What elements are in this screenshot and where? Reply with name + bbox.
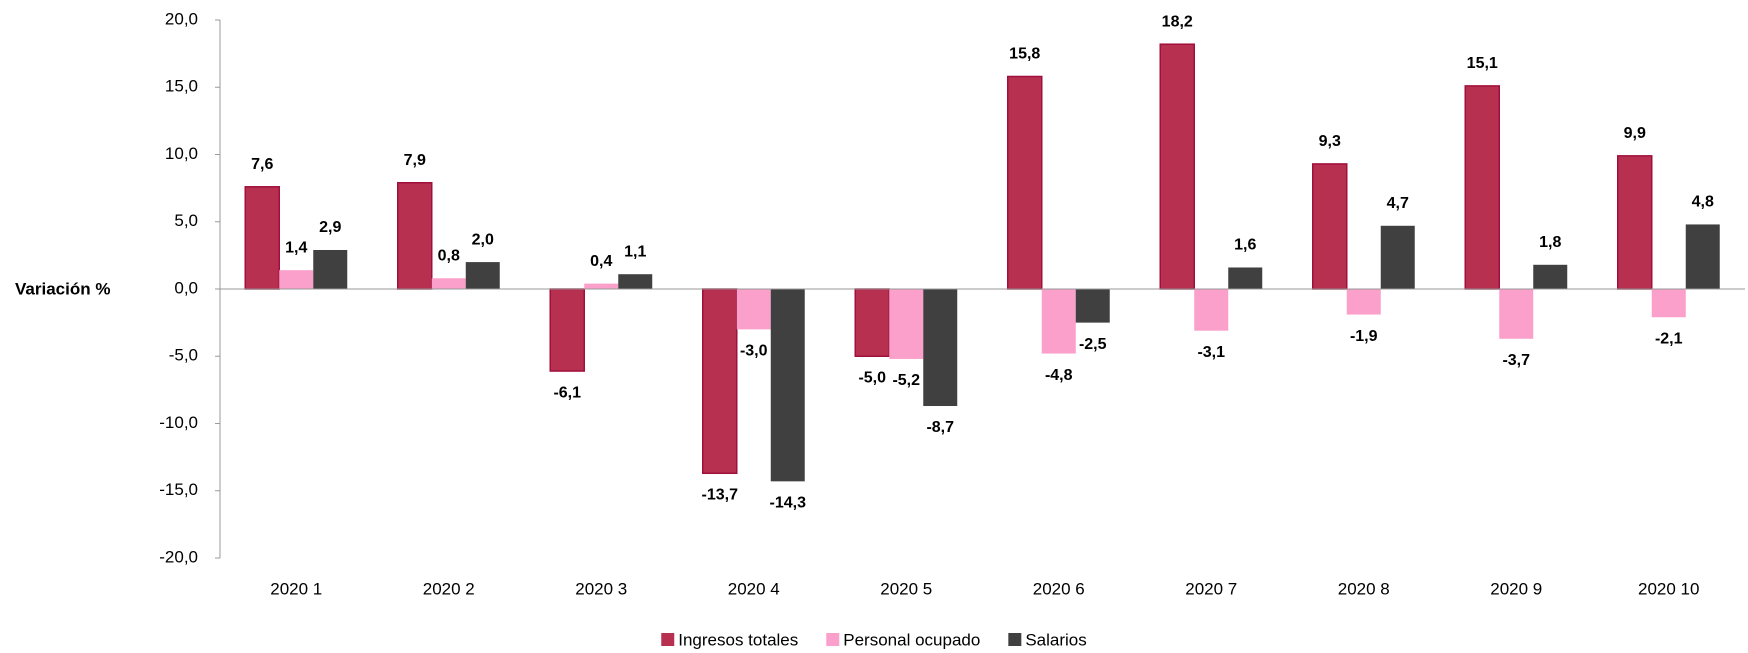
bar: [549, 288, 585, 372]
bar: [923, 289, 958, 407]
bar: [1533, 264, 1568, 289]
legend-swatch: [826, 633, 840, 646]
bar: [1075, 289, 1110, 323]
data-label: 4,8: [1692, 194, 1714, 211]
x-tick-label: 2020 6: [1033, 579, 1085, 598]
bar: [397, 181, 433, 290]
bar: [584, 283, 619, 289]
data-label: 2,0: [472, 231, 494, 248]
y-tick-label: 5,0: [174, 211, 198, 230]
bar: [431, 278, 466, 289]
y-axis-label: Variación %: [15, 279, 110, 298]
data-label: 1,6: [1234, 237, 1256, 254]
data-label: -5,2: [892, 372, 920, 389]
y-tick-label: -5,0: [169, 346, 198, 365]
data-label: 2,9: [319, 219, 341, 236]
data-label: -2,1: [1655, 330, 1683, 347]
data-label: 4,7: [1387, 195, 1409, 212]
data-label: 7,9: [404, 152, 426, 169]
data-label: 9,3: [1319, 133, 1341, 150]
bar: [1041, 289, 1076, 354]
bar: [1685, 224, 1720, 289]
y-tick-label: 10,0: [165, 144, 198, 163]
x-tick-label: 2020 10: [1638, 579, 1699, 598]
bar: [1007, 75, 1043, 290]
data-label: 15,1: [1467, 55, 1498, 72]
data-label: 1,1: [624, 243, 646, 260]
data-label: -13,7: [702, 486, 739, 503]
data-label: 7,6: [251, 156, 273, 173]
x-tick-label: 2020 3: [575, 579, 627, 598]
bar: [279, 270, 314, 289]
bar: [1228, 267, 1263, 289]
data-label: 0,8: [438, 247, 460, 264]
data-label: -8,7: [926, 419, 954, 436]
legend-swatch: [1008, 633, 1022, 646]
data-label: -14,3: [770, 495, 807, 512]
y-tick-label: -20,0: [159, 547, 198, 566]
bar: [313, 249, 348, 289]
bar: [702, 288, 738, 475]
legend-label: Salarios: [1025, 630, 1086, 649]
x-tick-label: 2020 1: [270, 579, 322, 598]
data-label: -5,0: [858, 369, 886, 386]
data-label: 1,8: [1539, 234, 1561, 251]
x-tick-label: 2020 8: [1338, 579, 1390, 598]
bar: [1194, 289, 1229, 331]
data-label: -1,9: [1350, 328, 1378, 345]
bar: [1159, 43, 1195, 290]
bar: [244, 186, 280, 290]
legend-swatch: [661, 633, 675, 646]
data-label: 1,4: [285, 239, 307, 256]
data-label: 9,9: [1624, 125, 1646, 142]
y-tick-label: 15,0: [165, 77, 198, 96]
x-tick-label: 2020 4: [728, 579, 780, 598]
data-label: -3,7: [1502, 352, 1530, 369]
x-tick-label: 2020 2: [423, 579, 475, 598]
y-tick-label: 20,0: [165, 9, 198, 28]
data-label: -4,8: [1045, 367, 1073, 384]
x-tick-label: 2020 9: [1490, 579, 1542, 598]
legend-label: Personal ocupado: [843, 630, 980, 649]
x-tick-label: 2020 7: [1185, 579, 1237, 598]
bar: [854, 288, 890, 357]
bar: [1499, 289, 1534, 339]
bar: [465, 262, 500, 289]
bar: [736, 289, 771, 330]
data-label: 18,2: [1162, 13, 1193, 30]
bar: [889, 289, 924, 359]
data-label: 0,4: [590, 253, 612, 270]
bar: [1346, 289, 1381, 315]
y-tick-label: -15,0: [159, 480, 198, 499]
bar: [618, 274, 653, 289]
x-tick-label: 2020 5: [880, 579, 932, 598]
bar: [1651, 289, 1686, 318]
data-label: -3,0: [740, 343, 768, 360]
legend-label: Ingresos totales: [678, 630, 798, 649]
data-label: -3,1: [1197, 344, 1225, 361]
y-tick-label: 0,0: [174, 278, 198, 297]
data-label: -2,5: [1079, 336, 1107, 353]
bar: [1464, 85, 1500, 290]
y-tick-label: -10,0: [159, 413, 198, 432]
bar: [1380, 225, 1415, 289]
data-label: -6,1: [553, 384, 581, 401]
bar: [770, 289, 805, 482]
bar: [1617, 155, 1653, 290]
bar: [1312, 163, 1348, 290]
data-label: 15,8: [1009, 46, 1040, 63]
